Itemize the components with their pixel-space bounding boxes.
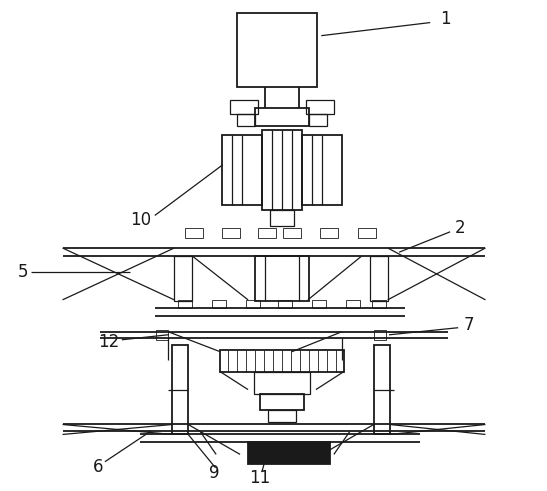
Bar [212, 300, 226, 308]
Bar [346, 300, 360, 308]
Bar [230, 101, 258, 114]
Bar [222, 136, 262, 205]
Bar [248, 442, 330, 464]
Bar [255, 256, 309, 301]
Bar [172, 345, 188, 435]
Text: 10: 10 [130, 211, 151, 229]
Text: 11: 11 [249, 469, 271, 488]
Bar [302, 136, 342, 205]
Text: 6: 6 [93, 459, 104, 476]
Bar [372, 300, 386, 308]
Bar [237, 114, 255, 126]
Bar [312, 300, 326, 308]
Bar [278, 300, 292, 308]
Bar [270, 210, 294, 226]
Text: 2: 2 [455, 219, 465, 237]
Bar [222, 228, 240, 238]
Bar [254, 372, 310, 394]
Bar [262, 130, 302, 210]
Text: 5: 5 [18, 263, 28, 281]
Bar [260, 394, 304, 409]
Bar [309, 114, 327, 126]
Bar [283, 228, 301, 238]
Bar [174, 256, 192, 301]
Bar [374, 345, 389, 435]
Bar [185, 228, 203, 238]
Text: 12: 12 [98, 333, 119, 351]
Bar [306, 101, 334, 114]
Text: 1: 1 [440, 10, 451, 27]
Bar [178, 300, 192, 308]
Text: 9: 9 [209, 464, 219, 482]
Bar [358, 228, 376, 238]
Bar [320, 228, 338, 238]
Text: 7: 7 [463, 316, 474, 334]
Bar [268, 409, 296, 421]
Bar [246, 300, 260, 308]
Bar [237, 13, 317, 87]
Bar [374, 330, 386, 340]
Bar [220, 350, 344, 372]
Bar [370, 256, 388, 301]
Bar [156, 330, 168, 340]
Bar [255, 109, 309, 126]
Bar [258, 228, 276, 238]
